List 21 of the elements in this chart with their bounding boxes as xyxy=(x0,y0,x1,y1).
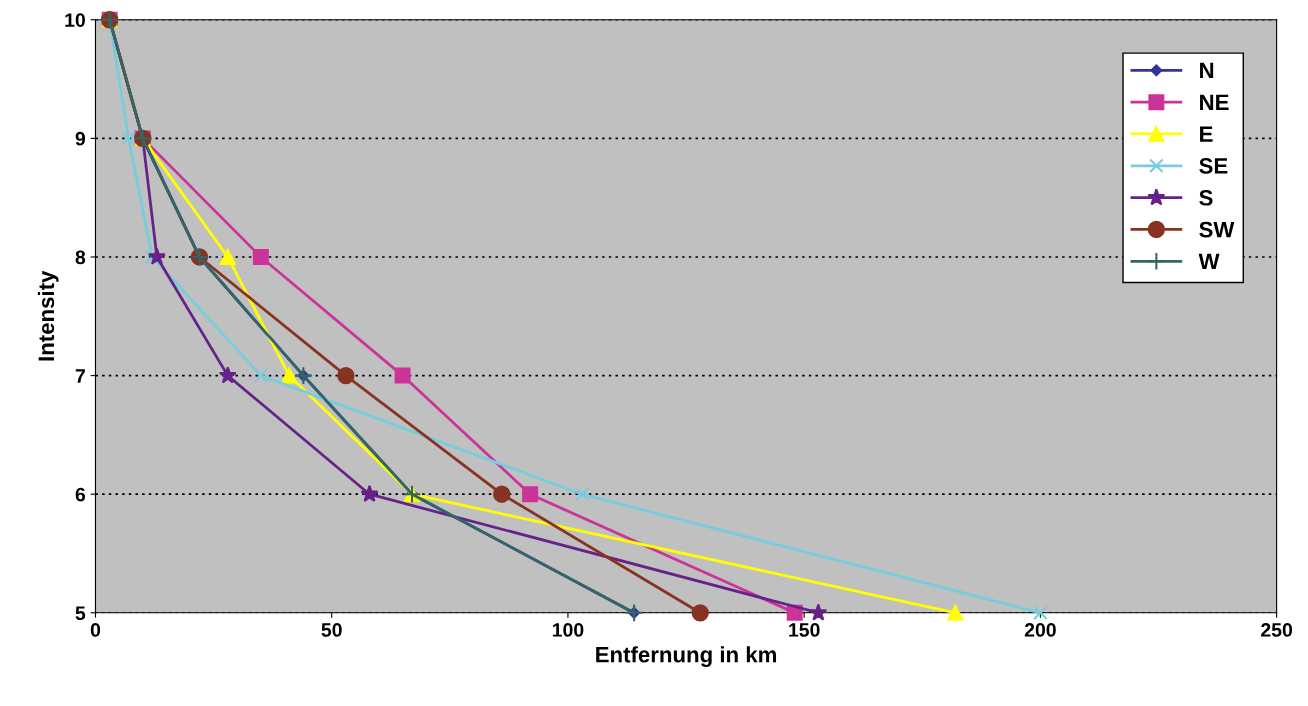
y-tick-label: 8 xyxy=(75,250,86,265)
legend-label: N xyxy=(1200,62,1214,79)
x-tick-label: 150 xyxy=(789,623,820,637)
legend-label: NE xyxy=(1200,94,1229,110)
x-tick-label: 200 xyxy=(1024,623,1056,637)
legend-label: W xyxy=(1198,253,1220,270)
legend-label: SE xyxy=(1199,158,1228,174)
y-tick-label: 10 xyxy=(65,13,85,27)
legend-label: E xyxy=(1200,126,1213,142)
x-tick-label: 50 xyxy=(321,623,342,637)
y-tick-label: 6 xyxy=(75,487,86,502)
x-tick-label: 250 xyxy=(1261,623,1293,637)
y-tick-label: 7 xyxy=(75,369,85,383)
legend-label: S xyxy=(1199,189,1213,206)
y-tick-label: 5 xyxy=(75,606,86,621)
legend-label: SW xyxy=(1199,221,1235,238)
x-tick-label: 100 xyxy=(552,623,584,637)
x-tick-label: 0 xyxy=(90,623,101,637)
y-axis-title: Intensity xyxy=(37,270,59,361)
y-tick-label: 9 xyxy=(75,131,86,146)
x-axis-title: Entfernung in km xyxy=(596,646,777,668)
